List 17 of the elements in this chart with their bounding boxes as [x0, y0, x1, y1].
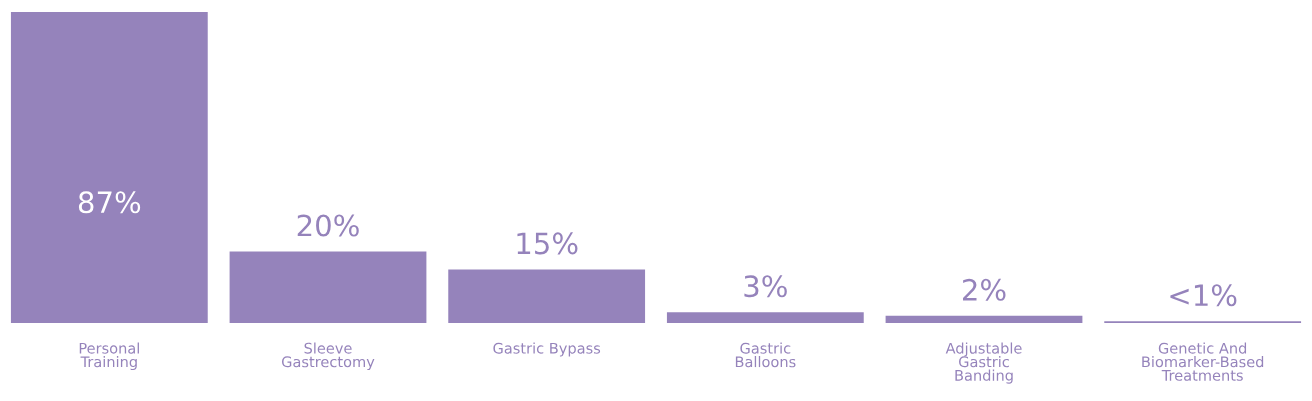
x-tick-label: Genetic And Biomarker-Based Treatments — [1142, 342, 1264, 381]
bar — [10, 12, 208, 323]
data-label: <1% — [1170, 284, 1237, 307]
x-tick-label: Gastric Balloons — [735, 342, 796, 368]
data-label: 20% — [297, 214, 359, 237]
bar — [885, 315, 1083, 323]
x-tick-label: Gastric Bypass — [493, 342, 601, 357]
x-tick-label: Sleeve Gastrectomy — [281, 342, 375, 371]
bar — [666, 312, 864, 323]
x-tick-label: Personal Training — [79, 342, 139, 371]
data-label: 87% — [78, 191, 141, 214]
data-label: 2% — [963, 278, 1006, 301]
x-tick-label: Adjustable Gastric Banding — [945, 342, 1022, 384]
data-label: 15% — [517, 232, 578, 255]
bar — [448, 269, 646, 323]
bar — [229, 251, 427, 323]
data-label: 3% — [744, 275, 787, 298]
